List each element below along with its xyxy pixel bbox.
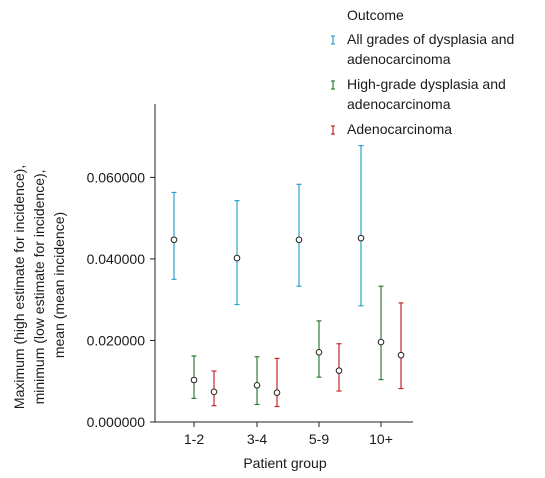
y-tick-label: 0.000000 — [87, 414, 146, 430]
mean-marker — [397, 351, 405, 359]
legend-entry: Adenocarcinoma — [331, 121, 452, 137]
legend-label-line: All grades of dysplasia and — [347, 31, 514, 47]
mean-marker — [273, 389, 281, 396]
legend-label-line: Adenocarcinoma — [347, 121, 452, 137]
mean-marker — [315, 348, 323, 356]
y-axis-label-line-1: Maximum (high estimate for incidence), — [11, 165, 27, 409]
mean-marker — [295, 236, 303, 244]
legend-label-line: adenocarcinoma — [347, 96, 451, 112]
y-tick-label: 0.060000 — [87, 169, 146, 185]
legend-label-line: High-grade dysplasia and — [347, 76, 506, 92]
mean-marker — [170, 236, 178, 244]
mean-marker — [233, 254, 241, 262]
y-tick-label: 0.020000 — [87, 332, 146, 348]
data-marks — [170, 144, 405, 408]
legend-title: Outcome — [347, 7, 404, 23]
mean-marker — [377, 338, 385, 346]
legend-entry: All grades of dysplasia and adenocarcinom… — [331, 31, 514, 67]
x-tick-label: 3-4 — [247, 431, 267, 447]
legend: Outcome All grades of dysplasia and adeno… — [331, 7, 514, 137]
mean-marker — [190, 376, 198, 384]
y-tick-label: 0.040000 — [87, 251, 146, 267]
series-1 — [170, 144, 365, 307]
axes — [154, 104, 413, 423]
y-axis-label-line-3: mean (mean incidence) — [51, 212, 67, 358]
legend-label-line: adenocarcinoma — [347, 51, 451, 67]
y-axis-label-line-2: minimum (low estimate for incidence), — [31, 169, 47, 404]
x-axis-label: Patient group — [243, 455, 326, 471]
y-axis-ticks: 0.000000 0.020000 0.040000 0.060000 — [87, 169, 155, 430]
mean-marker — [335, 367, 343, 374]
y-axis-label: Maximum (high estimate for incidence), m… — [11, 161, 67, 409]
series-3 — [210, 302, 405, 408]
x-axis-ticks: 1-2 3-4 5-9 10+ — [184, 422, 393, 447]
legend-label: High-grade dysplasia and adenocarcinoma — [347, 76, 506, 112]
legend-label: All grades of dysplasia and adenocarcinom… — [347, 31, 514, 67]
legend-label: Adenocarcinoma — [347, 121, 452, 137]
x-tick-label: 5-9 — [309, 431, 329, 447]
series-2 — [190, 285, 385, 406]
mean-marker — [357, 234, 365, 242]
x-tick-label: 1-2 — [184, 431, 204, 447]
mean-marker — [253, 382, 261, 389]
x-tick-label: 10+ — [369, 431, 393, 447]
legend-entry: High-grade dysplasia and adenocarcinoma — [331, 76, 506, 112]
mean-marker — [210, 388, 218, 396]
